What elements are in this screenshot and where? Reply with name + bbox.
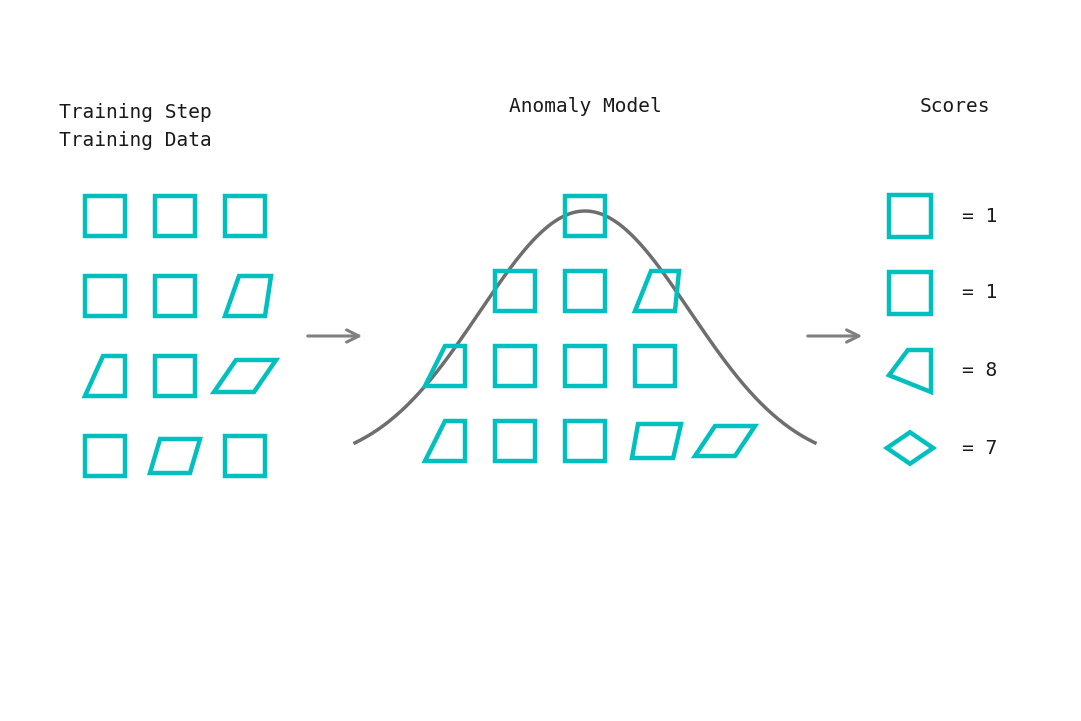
Text: Scores: Scores [920,97,990,115]
Text: = 8: = 8 [962,361,998,381]
Text: = 1: = 1 [962,206,998,226]
Text: Anomaly Model: Anomaly Model [509,97,662,115]
Text: Training Step
Training Data: Training Step Training Data [58,102,212,149]
Text: = 1: = 1 [962,283,998,303]
Text: = 7: = 7 [962,438,998,458]
